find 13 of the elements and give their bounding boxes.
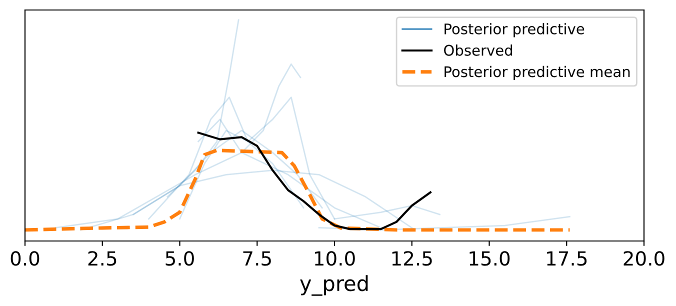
- x-tick-label: 7.5: [243, 251, 271, 266]
- x-tick-label: 17.5: [547, 251, 587, 266]
- x-axis-title: y_pred: [300, 275, 368, 296]
- x-tick-label: 12.5: [392, 251, 432, 266]
- x-tick-label: 5.0: [166, 251, 194, 266]
- legend-label: Posterior predictive: [444, 23, 584, 38]
- x-tick-label: 10.0: [314, 251, 355, 266]
- legend-label: Observed: [444, 44, 512, 56]
- x-tick-label: 0.0: [10, 251, 40, 266]
- x-tick-label: 2.5: [88, 251, 116, 266]
- legend-label: Posterior predictive mean: [444, 66, 630, 80]
- x-tick-label: 15.0: [470, 251, 510, 266]
- x-tick-label: 20.0: [624, 251, 664, 266]
